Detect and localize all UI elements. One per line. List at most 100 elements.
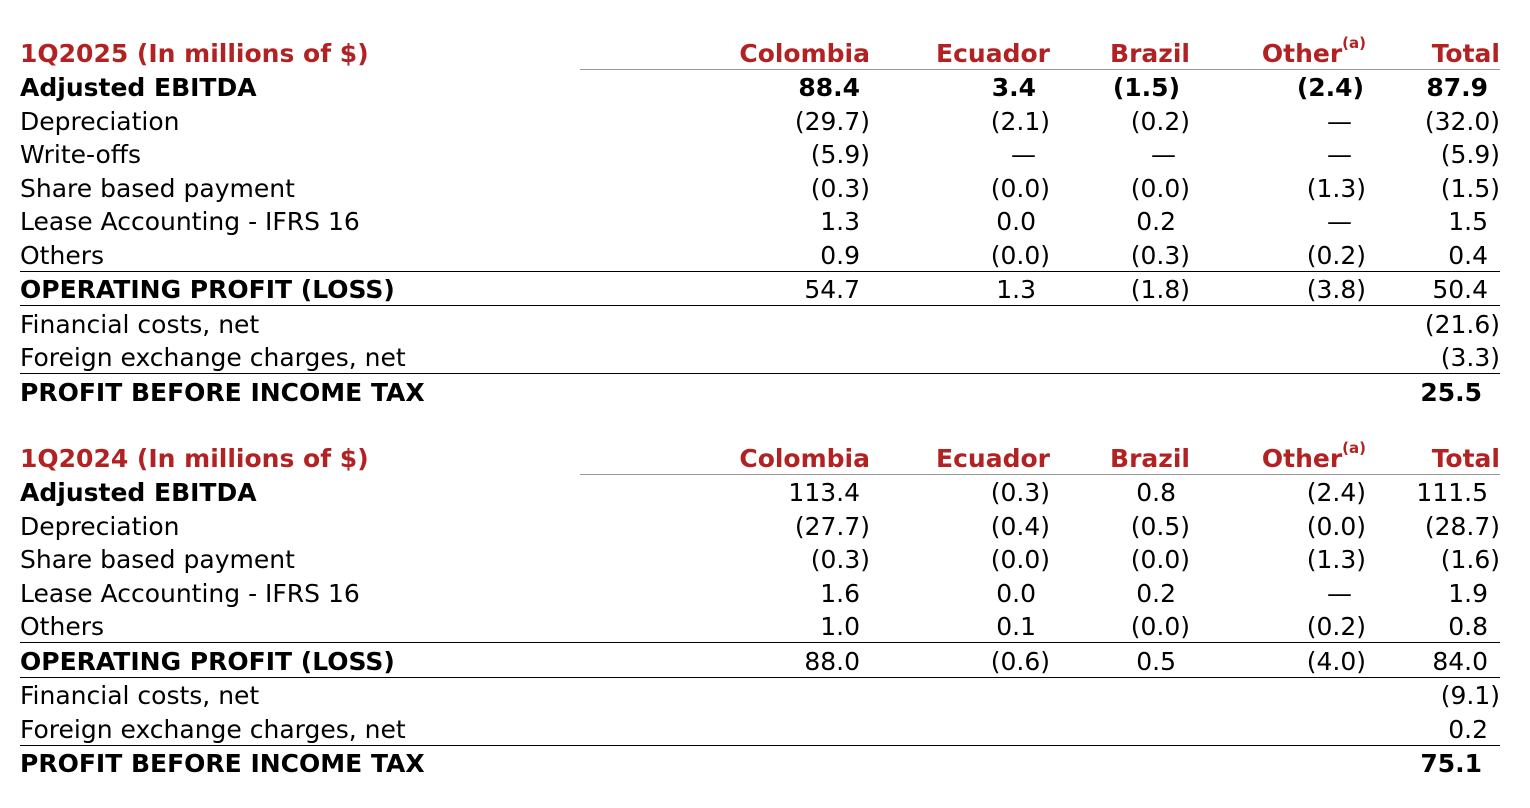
cell-value: (21.6) — [1366, 305, 1500, 340]
cell-value: 0.1 — [996, 612, 1036, 641]
cell-value: (1.3) — [1306, 173, 1366, 203]
row-label: Foreign exchange charges, net — [20, 343, 406, 372]
column-header-ecuador: Ecuador — [870, 35, 1050, 70]
table-row: Foreign exchange charges, net 0.2 — [20, 711, 1500, 745]
table-row: Share based payment (0.3) (0.0) (0.0) (1… — [20, 542, 1500, 576]
table-row: Depreciation (29.7) (2.1) (0.2) — (32.0) — [20, 103, 1500, 137]
table-row: Share based payment (0.3) (0.0) (0.0) (1… — [20, 170, 1500, 204]
column-header-brazil: Brazil — [1050, 35, 1190, 70]
section-title: 1Q2024 (In millions of $) — [20, 444, 369, 473]
table-row: Financial costs, net (9.1) — [20, 676, 1500, 711]
cell-value: 88.4 — [798, 73, 860, 102]
cell-value: 113.4 — [788, 478, 860, 507]
cell-value: (2.1) — [990, 106, 1050, 136]
table-row: OPERATING PROFIT (LOSS) 54.7 1.3 (1.8) (… — [20, 270, 1500, 306]
cell-value: (3.8) — [1190, 270, 1366, 306]
cell-value: 50.4 — [1366, 270, 1500, 306]
column-header-colombia: Colombia — [580, 35, 870, 70]
cell-value: (0.0) — [1130, 612, 1190, 641]
table-row: Write-offs (5.9) — — — (5.9) — [20, 137, 1500, 171]
column-header-total: Total — [1366, 35, 1500, 70]
cell-value: 0.4 — [1448, 240, 1488, 270]
row-label: Depreciation — [20, 106, 180, 136]
cell-value: (1.6) — [1440, 545, 1500, 574]
row-label: Write-offs — [20, 140, 142, 169]
cell-value: (0.0) — [990, 173, 1050, 203]
column-header-colombia: Colombia — [580, 440, 870, 475]
table-row: Adjusted EBITDA 113.4 (0.3) 0.8 (2.4) 11… — [20, 474, 1500, 508]
cell-value: 87.9 — [1426, 73, 1488, 102]
cell-value: (2.4) — [1306, 478, 1366, 507]
cell-value: (0.3) — [810, 173, 870, 203]
cell-value: 1.0 — [820, 612, 860, 641]
footnote-marker: (a) — [1342, 34, 1366, 53]
cell-value: 0.9 — [820, 240, 860, 270]
cell-value: (0.3) — [810, 545, 870, 574]
cell-value: (0.5) — [1130, 511, 1190, 541]
cell-value: (1.8) — [1050, 270, 1190, 306]
cell-value: (0.6) — [870, 642, 1050, 677]
table-row: PROFIT BEFORE INCOME TAX 25.5 — [20, 373, 1500, 408]
cell-value: (0.3) — [1130, 240, 1190, 270]
cell-value: 1.9 — [1448, 578, 1488, 608]
segment-table-1q2024: 1Q2024 (In millions of $) Colombia Ecuad… — [20, 440, 1500, 779]
footnote-marker: (a) — [1342, 439, 1366, 458]
row-label: OPERATING PROFIT (LOSS) — [20, 642, 580, 677]
table-row: Foreign exchange charges, net (3.3) — [20, 340, 1500, 374]
row-label: Others — [20, 612, 105, 641]
cell-value: (4.0) — [1190, 642, 1366, 677]
cell-value: 1.3 — [870, 270, 1050, 306]
cell-value: (0.0) — [1130, 545, 1190, 574]
row-label: Lease Accounting - IFRS 16 — [20, 578, 360, 608]
column-header-other: Other(a) — [1190, 34, 1366, 70]
row-label: Financial costs, net — [20, 305, 580, 340]
cell-value: (2.4) — [1296, 73, 1364, 102]
cell-value: (0.2) — [1306, 240, 1366, 270]
cell-value: (0.3) — [990, 478, 1050, 507]
table-row: PROFIT BEFORE INCOME TAX 75.1 — [20, 744, 1500, 779]
table-row: Others 0.9 (0.0) (0.3) (0.2) 0.4 — [20, 237, 1500, 271]
cell-value: 0.8 — [1448, 612, 1488, 641]
segment-table-1q2025: 1Q2025 (In millions of $) Colombia Ecuad… — [20, 35, 1500, 408]
cell-value: (0.4) — [990, 511, 1050, 541]
cell-value: 0.5 — [1050, 642, 1190, 677]
row-label: Depreciation — [20, 511, 180, 541]
row-label: Lease Accounting - IFRS 16 — [20, 207, 360, 236]
cell-value: 25.5 — [1366, 373, 1500, 408]
row-label: Share based payment — [20, 173, 295, 203]
table-row: Depreciation (27.7) (0.4) (0.5) (0.0) (2… — [20, 508, 1500, 542]
cell-value: (0.0) — [990, 545, 1050, 574]
cell-value: 0.2 — [1136, 207, 1176, 236]
cell-value: — — [1327, 207, 1352, 236]
cell-value: 3.4 — [991, 73, 1036, 102]
row-label: Adjusted EBITDA — [20, 73, 257, 102]
cell-value: — — [1151, 140, 1176, 169]
cell-value: — — [1011, 140, 1036, 169]
cell-value: (32.0) — [1424, 106, 1500, 136]
row-label: Foreign exchange charges, net — [20, 714, 406, 744]
cell-value: 0.0 — [996, 207, 1036, 236]
cell-value: (0.2) — [1130, 106, 1190, 136]
cell-value: 111.5 — [1416, 478, 1488, 507]
table-row: Others 1.0 0.1 (0.0) (0.2) 0.8 — [20, 609, 1500, 643]
cell-value: 1.6 — [820, 578, 860, 608]
header-row: 1Q2024 (In millions of $) Colombia Ecuad… — [20, 439, 1500, 475]
cell-value: 84.0 — [1366, 642, 1500, 677]
cell-value: (1.3) — [1306, 545, 1366, 574]
cell-value: — — [1327, 578, 1352, 608]
cell-value: (1.5) — [1440, 173, 1500, 203]
table-row: Lease Accounting - IFRS 16 1.3 0.0 0.2 —… — [20, 204, 1500, 238]
cell-value: (0.0) — [1130, 173, 1190, 203]
cell-value: (3.3) — [1440, 343, 1500, 372]
table-row: OPERATING PROFIT (LOSS) 88.0 (0.6) 0.5 (… — [20, 642, 1500, 677]
cell-value: (1.5) — [1112, 73, 1180, 102]
cell-value: 75.1 — [1366, 744, 1500, 779]
row-label: Share based payment — [20, 545, 295, 574]
row-label: PROFIT BEFORE INCOME TAX — [20, 744, 580, 779]
cell-value: (0.0) — [1306, 511, 1366, 541]
row-label: OPERATING PROFIT (LOSS) — [20, 270, 580, 306]
cell-value: (27.7) — [794, 511, 870, 541]
table-row: Financial costs, net (21.6) — [20, 305, 1500, 340]
table-row: Lease Accounting - IFRS 16 1.6 0.0 0.2 —… — [20, 575, 1500, 609]
column-header-brazil: Brazil — [1050, 440, 1190, 475]
